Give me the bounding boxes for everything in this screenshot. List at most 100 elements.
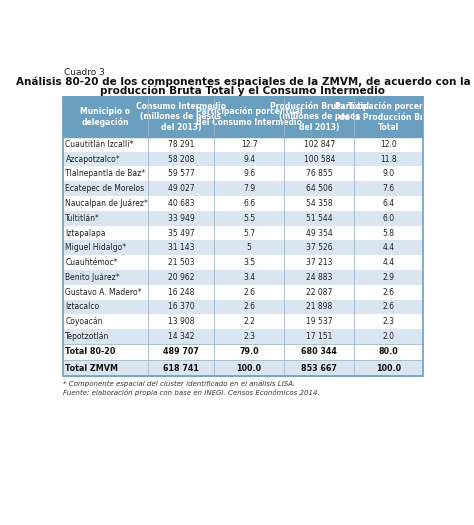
Text: 21 898: 21 898	[306, 302, 332, 311]
Text: 78 291: 78 291	[168, 140, 194, 149]
Text: Coyoacán: Coyoacán	[65, 317, 103, 326]
Text: 13 908: 13 908	[168, 317, 194, 326]
Text: 64 506: 64 506	[306, 184, 333, 193]
Text: 2.9: 2.9	[383, 273, 394, 282]
Text: 24 883: 24 883	[306, 273, 333, 282]
Text: 3.5: 3.5	[243, 258, 255, 267]
Bar	[63, 329, 423, 344]
Text: 100 584: 100 584	[304, 154, 335, 164]
Text: Miguel Hidalgo*: Miguel Hidalgo*	[65, 243, 127, 253]
Text: 11.8: 11.8	[380, 154, 397, 164]
Text: 3.4: 3.4	[243, 273, 255, 282]
Text: 2.2: 2.2	[243, 317, 255, 326]
Text: 489 707: 489 707	[163, 348, 199, 356]
Text: 9.0: 9.0	[383, 170, 395, 179]
Text: 35 497: 35 497	[167, 228, 194, 237]
Text: Municipio o
delegación: Municipio o delegación	[80, 107, 130, 127]
Bar	[63, 344, 423, 360]
Text: 5.5: 5.5	[243, 214, 255, 223]
Text: 853 667: 853 667	[301, 364, 337, 373]
Text: Tlalnepantla de Baz*: Tlalnepantla de Baz*	[65, 170, 146, 179]
Text: Tultitlán*: Tultitlán*	[65, 214, 100, 223]
Text: Iztapalapa: Iztapalapa	[65, 228, 106, 237]
Text: 58 208: 58 208	[168, 154, 194, 164]
Text: 49 354: 49 354	[306, 228, 333, 237]
Text: 2.6: 2.6	[383, 288, 394, 297]
Text: 40 683: 40 683	[168, 199, 194, 208]
Text: 80.0: 80.0	[379, 348, 399, 356]
Bar	[63, 300, 423, 314]
Text: 16 248: 16 248	[168, 288, 194, 297]
Text: 5: 5	[247, 243, 252, 253]
Bar	[63, 166, 423, 181]
Text: 2.3: 2.3	[243, 332, 255, 341]
Text: Iztacalco: Iztacalco	[65, 302, 100, 311]
Text: 6.6: 6.6	[243, 199, 255, 208]
Text: Participación porcentual
de la Producción Bruta
Total: Participación porcentual de la Producció…	[335, 101, 442, 132]
Text: 618 741: 618 741	[163, 364, 199, 373]
Bar	[63, 152, 423, 166]
Text: Benito Juárez*: Benito Juárez*	[65, 273, 120, 282]
Text: 4.4: 4.4	[383, 243, 395, 253]
Text: 16 370: 16 370	[168, 302, 194, 311]
Text: 76 855: 76 855	[306, 170, 333, 179]
Bar	[63, 270, 423, 285]
Text: Producción Bruta Total
(millones de pesos
del 2013): Producción Bruta Total (millones de peso…	[270, 102, 369, 132]
Text: Participación porcentual
del Consumo Intermedio: Participación porcentual del Consumo Int…	[196, 107, 302, 127]
Text: 7.9: 7.9	[243, 184, 255, 193]
Text: 12.7: 12.7	[241, 140, 257, 149]
Bar	[63, 240, 423, 255]
Bar	[63, 137, 423, 152]
Text: Consumo Intermedio
(millones de pesos
del 2013): Consumo Intermedio (millones de pesos de…	[136, 102, 226, 132]
Text: 7.6: 7.6	[383, 184, 395, 193]
Text: 17 151: 17 151	[306, 332, 333, 341]
Text: 79.0: 79.0	[239, 348, 259, 356]
Text: Tepotzotlán: Tepotzotlán	[65, 332, 110, 341]
Text: 54 358: 54 358	[306, 199, 333, 208]
Text: Azcapotzalco*: Azcapotzalco*	[65, 154, 120, 164]
Text: * Componente espacial del clúster identificado en el análisis LISA.: * Componente espacial del clúster identi…	[63, 380, 295, 386]
Text: 31 143: 31 143	[168, 243, 194, 253]
Text: 59 577: 59 577	[167, 170, 194, 179]
Bar	[63, 314, 423, 329]
Text: 102 847: 102 847	[304, 140, 335, 149]
Text: 5.7: 5.7	[243, 228, 255, 237]
Text: 2.6: 2.6	[383, 302, 394, 311]
Text: 100.0: 100.0	[376, 364, 401, 373]
Text: 33 949: 33 949	[167, 214, 194, 223]
Text: 2.6: 2.6	[243, 302, 255, 311]
Bar	[63, 285, 423, 300]
Bar	[63, 226, 423, 240]
Text: 6.4: 6.4	[383, 199, 395, 208]
Text: 14 342: 14 342	[168, 332, 194, 341]
Text: Fuente: elaboración propia con base en INEGI. Censos Económicos 2014.: Fuente: elaboración propia con base en I…	[63, 388, 320, 395]
Text: 37 526: 37 526	[306, 243, 333, 253]
Bar	[63, 196, 423, 211]
Text: Cuauhtémoc*: Cuauhtémoc*	[65, 258, 118, 267]
Text: 49 027: 49 027	[168, 184, 194, 193]
Bar	[63, 97, 423, 137]
Text: Total ZMVM: Total ZMVM	[65, 364, 118, 373]
Text: Total 80-20: Total 80-20	[65, 348, 116, 356]
Bar	[63, 181, 423, 196]
Text: 680 344: 680 344	[301, 348, 337, 356]
Text: 9.6: 9.6	[243, 170, 255, 179]
Text: 6.0: 6.0	[383, 214, 395, 223]
Text: 12.0: 12.0	[380, 140, 397, 149]
Text: Ecatepec de Morelos: Ecatepec de Morelos	[65, 184, 145, 193]
Text: Naucalpan de Juárez*: Naucalpan de Juárez*	[65, 199, 148, 208]
Text: 9.4: 9.4	[243, 154, 255, 164]
Text: 2.6: 2.6	[243, 288, 255, 297]
Text: 100.0: 100.0	[237, 364, 262, 373]
Text: Análisis 80-20 de los componentes espaciales de la ZMVM, de acuerdo con la: Análisis 80-20 de los componentes espaci…	[16, 77, 470, 87]
Text: 2.0: 2.0	[383, 332, 394, 341]
Bar	[63, 97, 423, 376]
Text: Cuadro 3: Cuadro 3	[64, 68, 105, 77]
Text: Gustavo A. Madero*: Gustavo A. Madero*	[65, 288, 142, 297]
Bar	[63, 211, 423, 226]
Text: Cuautitlán Izcalli*: Cuautitlán Izcalli*	[65, 140, 134, 149]
Bar	[63, 360, 423, 376]
Text: 19 537: 19 537	[306, 317, 333, 326]
Text: producción Bruta Total y el Consumo Intermedio: producción Bruta Total y el Consumo Inte…	[100, 86, 385, 96]
Text: 21 503: 21 503	[168, 258, 194, 267]
